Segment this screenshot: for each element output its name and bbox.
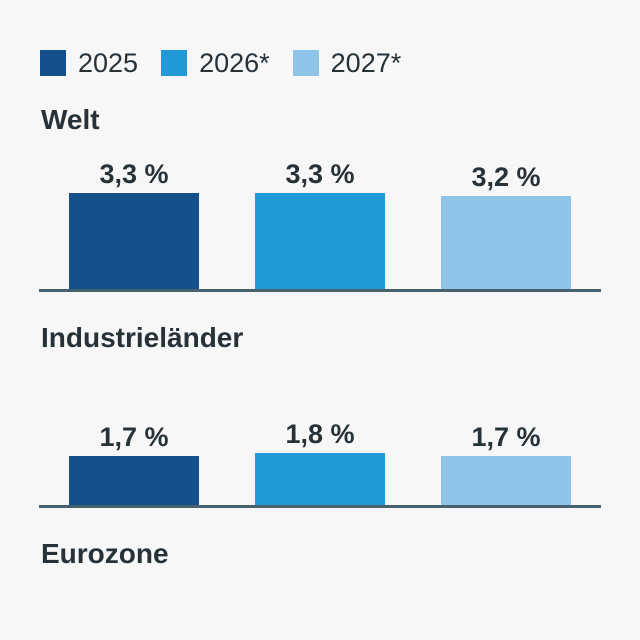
bar-value-welt-2027: 3,2 % (471, 162, 541, 192)
legend-item-2026: 2026* (161, 49, 270, 77)
bar-industrielaender-2026 (255, 453, 385, 505)
bar-welt-2026 (255, 193, 385, 289)
bar-value-industrielaender-2026: 1,8 % (285, 419, 355, 449)
legend-label-2025: 2025 (78, 48, 139, 78)
legend-item-2025: 2025 (40, 49, 138, 77)
group-heading-eurozone: Eurozone (41, 538, 169, 569)
bar-value-welt-2025: 3,3 % (99, 159, 169, 189)
bar-value-industrielaender-2027: 1,7 % (471, 422, 541, 452)
bar-industrielaender-2025 (69, 456, 199, 505)
bar-value-industrielaender-2025: 1,7 % (99, 422, 169, 452)
group-heading-industrielaender: Industrieländer (41, 322, 244, 353)
axis-line-welt (39, 289, 601, 292)
legend-label-2026: 2026* (199, 48, 270, 78)
legend: 2025 2026* 2027* (40, 49, 424, 77)
group-heading-welt: Welt (41, 104, 100, 135)
legend-swatch-2027 (292, 50, 319, 76)
legend-label-2027: 2027* (330, 48, 402, 78)
bar-value-welt-2026: 3,3 % (285, 159, 355, 189)
bar-industrielaender-2027 (441, 456, 571, 505)
bar-welt-2025 (69, 193, 199, 289)
legend-item-2027: 2027* (292, 48, 402, 78)
legend-swatch-2025 (40, 50, 66, 76)
legend-swatch-2026 (161, 50, 188, 76)
bar-welt-2027 (441, 196, 571, 289)
axis-line-industrielaender (39, 505, 601, 508)
